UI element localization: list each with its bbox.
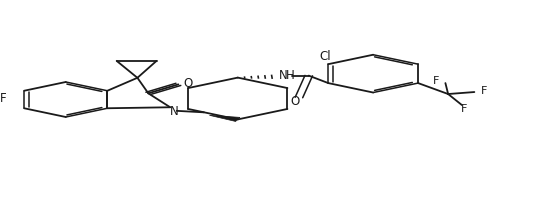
Text: F: F: [481, 86, 488, 96]
Text: F: F: [461, 104, 468, 114]
Text: F: F: [433, 76, 439, 86]
Text: Cl: Cl: [320, 50, 332, 63]
Text: F: F: [0, 92, 7, 105]
Polygon shape: [209, 115, 240, 121]
Text: O: O: [290, 95, 299, 108]
Text: N: N: [279, 69, 288, 82]
Text: N: N: [170, 105, 179, 118]
Text: H: H: [287, 69, 295, 82]
Text: O: O: [183, 77, 193, 90]
